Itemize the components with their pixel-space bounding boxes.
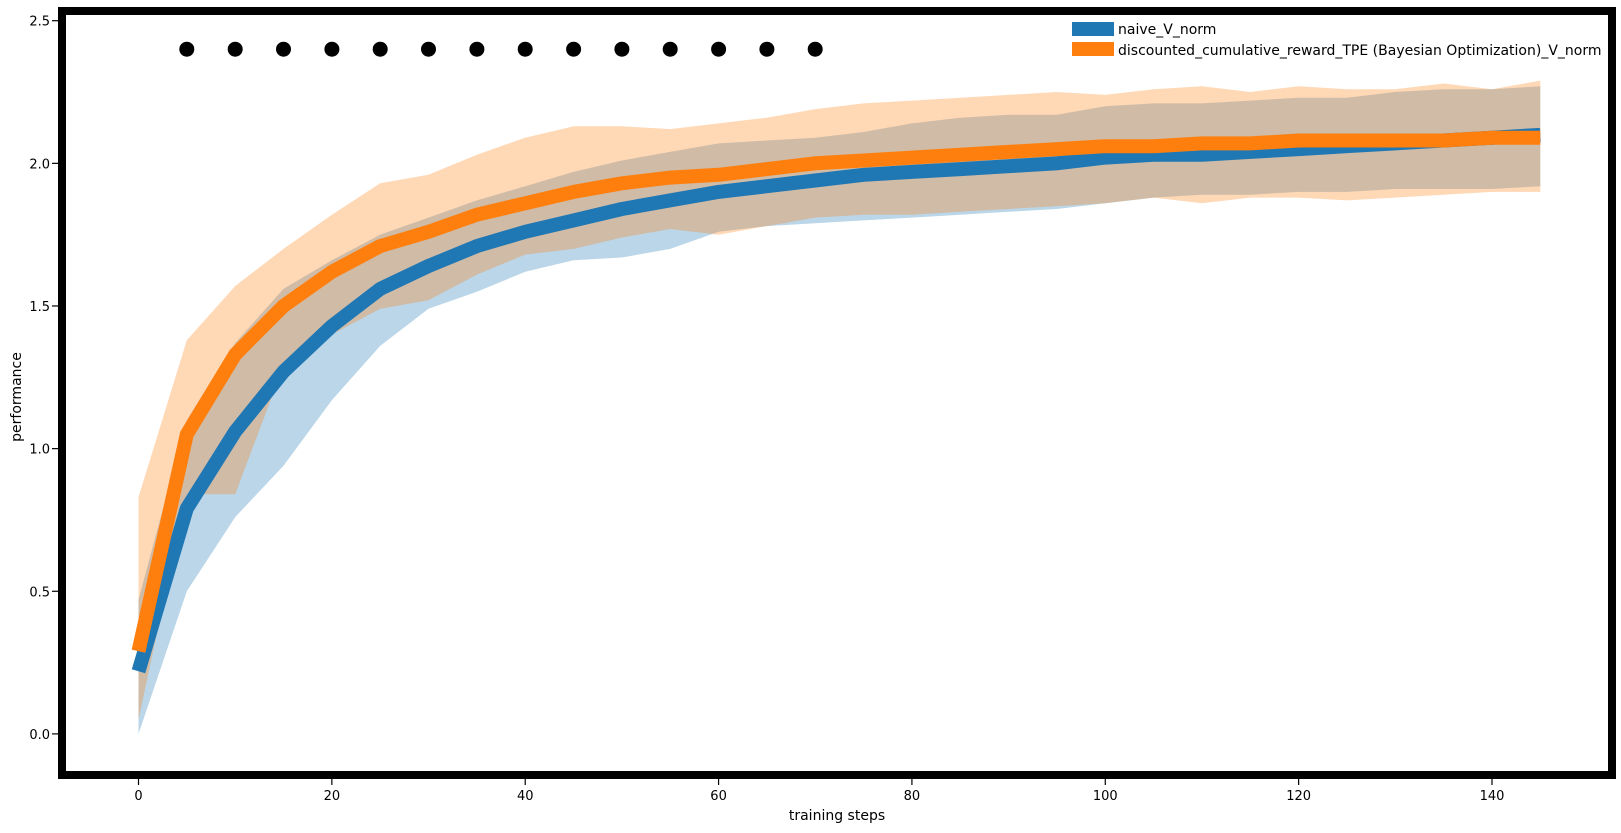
marker-dot-9 (614, 41, 630, 57)
x-tick-label: 40 (517, 789, 534, 804)
y-tick-label: 0.0 (29, 728, 50, 743)
legend-swatch-naive (1072, 22, 1114, 36)
legend-label-naive: naive_V_norm (1118, 22, 1216, 38)
x-tick-label: 60 (710, 789, 727, 804)
marker-dot-8 (566, 41, 582, 57)
marker-dot-3 (324, 41, 340, 57)
x-tick-label: 120 (1286, 789, 1311, 804)
x-axis-title: training steps (789, 808, 885, 824)
marker-dots (179, 41, 823, 57)
x-tick-label: 20 (324, 789, 341, 804)
y-axis-title: performance (9, 352, 25, 442)
marker-dot-10 (662, 41, 678, 57)
y-tick-label: 2.5 (29, 15, 50, 30)
y-tick-label: 1.0 (29, 443, 50, 458)
marker-dot-6 (469, 41, 485, 57)
marker-dot-12 (759, 41, 775, 57)
legend-swatch-tpe (1072, 42, 1114, 56)
x-axis-ticks: 0 20 40 60 80 100 120 140 (134, 779, 1504, 804)
y-tick-label: 1.5 (29, 300, 50, 315)
line-series-1 (131, 130, 1541, 653)
marker-dot-5 (421, 41, 436, 57)
marker-dot-7 (517, 41, 533, 57)
marker-dot-11 (711, 41, 727, 57)
x-tick-label: 140 (1480, 789, 1505, 804)
legend-label-tpe: discounted_cumulative_reward_TPE (Bayesi… (1118, 43, 1602, 59)
series-lines (131, 127, 1541, 674)
x-tick-label: 80 (904, 789, 921, 804)
marker-dot-0 (179, 41, 195, 57)
y-axis-ticks: 0.0 0.5 1.0 1.5 2.0 2.5 (29, 15, 58, 743)
marker-dot-2 (276, 41, 291, 57)
y-tick-label: 2.0 (29, 157, 50, 172)
legend: naive_V_norm discounted_cumulative_rewar… (1072, 22, 1602, 59)
marker-dot-13 (807, 41, 823, 57)
plot-frame (58, 7, 1616, 779)
marker-dot-1 (227, 41, 243, 57)
marker-dot-4 (372, 41, 388, 57)
x-tick-label: 0 (134, 789, 142, 804)
y-tick-label: 0.5 (29, 585, 50, 600)
x-tick-label: 100 (1093, 789, 1118, 804)
line-series-0 (131, 127, 1541, 674)
